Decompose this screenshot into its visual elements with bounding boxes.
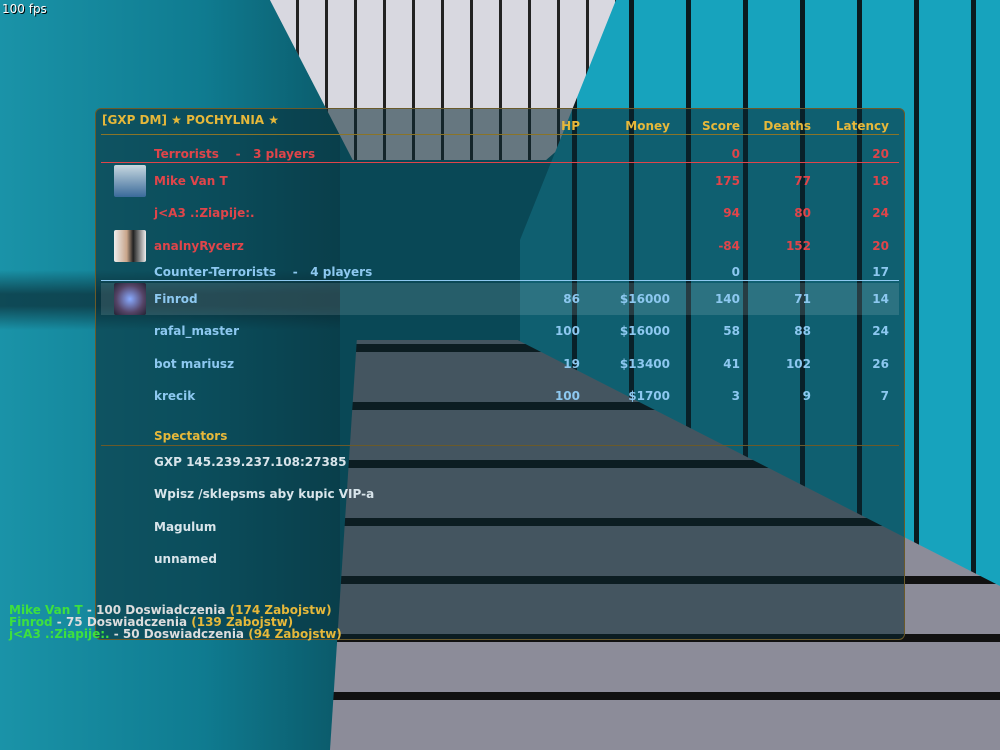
player-latency: 26 <box>872 356 889 371</box>
player-score: 140 <box>714 291 740 306</box>
player-avatar <box>114 229 146 262</box>
star-icon: ★ <box>171 113 182 127</box>
player-hp: 100 <box>554 324 580 339</box>
player-deaths: 77 <box>794 174 811 188</box>
local-player-highlight <box>101 282 899 315</box>
player-latency: 24 <box>872 324 889 339</box>
player-score: 3 <box>731 388 740 403</box>
player-deaths: 152 <box>785 238 811 253</box>
kill-feed-line: Finrod - 75 Doswiadczenia (139 Zabojstw) <box>9 616 293 628</box>
separator: - <box>292 264 298 279</box>
header-divider <box>101 134 899 135</box>
server-tag: [GXP DM] <box>102 113 167 127</box>
team-header: Terrorists - 3 players <box>154 147 315 161</box>
experience-text: 75 Doswiadczenia <box>65 615 188 629</box>
player-latency: 18 <box>872 174 889 188</box>
kill-feed-line: Mike Van T - 100 Doswiadczenia (174 Zabo… <box>9 604 332 616</box>
column-header-deaths: Deaths <box>763 119 811 133</box>
player-latency: 24 <box>872 206 889 221</box>
spectator-name: unnamed <box>154 551 217 566</box>
team-name: Counter-Terrorists <box>154 264 277 279</box>
kills-text: (139 Zabojstw) <box>191 615 294 629</box>
player-score: -84 <box>718 238 740 253</box>
player-money: $13400 <box>619 356 670 371</box>
player-name[interactable]: bot mariusz <box>154 356 235 371</box>
player-deaths: 88 <box>794 324 811 339</box>
player-name[interactable]: j<A3 .:Ziapije:. <box>154 206 255 221</box>
player-latency: 7 <box>880 388 889 403</box>
player-avatar <box>114 282 146 315</box>
player-money: $16000 <box>619 324 670 339</box>
column-header-score: Score <box>701 119 740 133</box>
spectators-header: Spectators <box>154 429 228 443</box>
player-name: Finrod <box>9 615 53 629</box>
player-name[interactable]: Mike Van T <box>154 174 228 188</box>
spectator-name: Wpisz /sklepsms aby kupic VIP-a <box>154 487 375 502</box>
player-hp: 100 <box>554 388 580 403</box>
separator: - <box>82 603 97 617</box>
player-name[interactable]: krecik <box>154 388 196 403</box>
player-name[interactable]: analnyRycerz <box>154 238 244 253</box>
team-divider <box>101 279 899 281</box>
player-score: 94 <box>723 206 740 221</box>
experience-text: 50 Doswiadczenia <box>122 627 245 641</box>
spectator-name: Magulum <box>154 519 217 534</box>
player-name[interactable]: Finrod <box>154 291 198 306</box>
separator: - <box>109 627 123 641</box>
column-header-money: Money <box>625 119 670 133</box>
player-deaths: 80 <box>794 206 811 221</box>
player-avatar <box>114 165 146 197</box>
player-hp: 19 <box>563 356 580 371</box>
player-name: Mike Van T <box>9 603 83 617</box>
experience-text: 100 Doswiadczenia <box>96 603 226 617</box>
player-score: 175 <box>714 174 740 188</box>
team-header: Counter-Terrorists - 4 players <box>154 265 372 279</box>
player-deaths: 9 <box>802 388 811 403</box>
spectator-name: GXP 145.239.237.108:27385 <box>154 455 347 469</box>
player-score: 41 <box>723 356 740 371</box>
player-latency: 20 <box>872 238 889 253</box>
player-score: 58 <box>723 324 740 339</box>
scoreboard: [GXP DM] ★ POCHYLNIA ★ HP Money Score Death… <box>95 108 905 640</box>
player-name[interactable]: rafal_master <box>154 324 239 339</box>
spectators-divider <box>101 445 899 446</box>
player-count: 3 players <box>253 147 316 161</box>
player-money: $16000 <box>619 291 670 306</box>
kill-feed-line: j<A3 .:Ziapije:. - 50 Doswiadczenia (94 … <box>9 628 342 640</box>
team-latency: 17 <box>872 264 889 279</box>
player-count: 4 players <box>310 264 373 279</box>
column-header-hp: HP <box>561 119 580 133</box>
kills-text: (174 Zabojstw) <box>229 603 332 617</box>
scoreboard-title: [GXP DM] ★ POCHYLNIA ★ <box>102 113 279 127</box>
player-latency: 14 <box>872 291 889 306</box>
team-divider <box>101 162 899 163</box>
player-hp: 86 <box>563 291 580 306</box>
kills-text: (94 Zabojstw) <box>248 627 342 641</box>
team-name: Terrorists <box>154 147 219 161</box>
map-name: POCHYLNIA <box>186 113 265 127</box>
column-header-latency: Latency <box>835 119 889 133</box>
player-name: j<A3 .:Ziapije:. <box>9 627 110 641</box>
player-deaths: 102 <box>785 356 811 371</box>
team-score: 0 <box>731 264 740 279</box>
player-money: $1700 <box>628 388 670 403</box>
team-score: 0 <box>731 147 740 161</box>
team-latency: 20 <box>872 147 889 161</box>
player-deaths: 71 <box>794 291 811 306</box>
separator: - <box>52 615 66 629</box>
star-icon: ★ <box>268 113 280 127</box>
separator: - <box>235 147 241 161</box>
fps-counter: 100 fps <box>2 2 47 16</box>
